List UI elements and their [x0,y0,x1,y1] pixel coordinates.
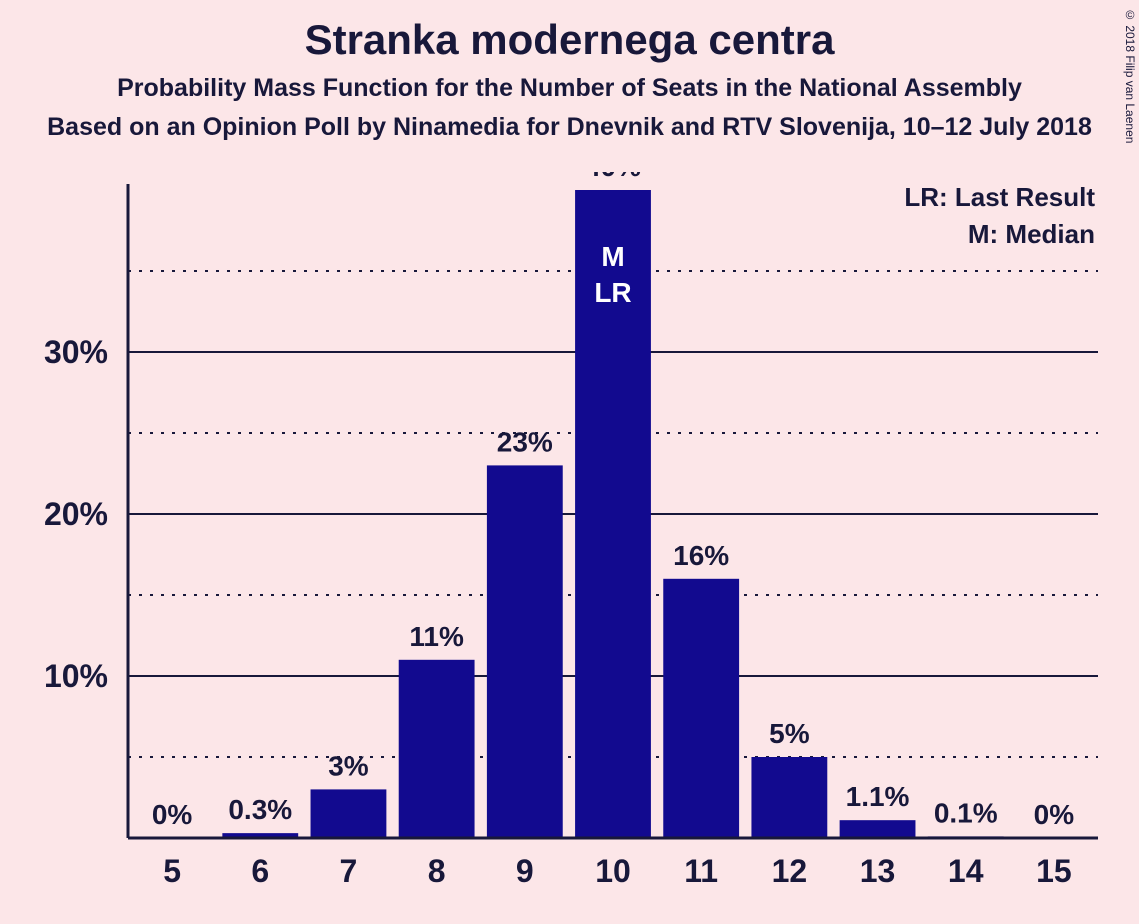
x-tick-label: 13 [860,853,896,889]
bar [663,579,739,838]
bar [399,660,475,838]
x-tick-label: 15 [1036,853,1072,889]
chart-subtitle-2: Based on an Opinion Poll by Ninamedia fo… [0,103,1139,142]
y-tick-label: 30% [44,334,108,370]
bar [311,789,387,838]
y-tick-label: 10% [44,658,108,694]
y-tick-label: 20% [44,496,108,532]
x-tick-label: 9 [516,853,534,889]
bar-value-label: 11% [409,621,464,652]
x-tick-label: 8 [428,853,446,889]
bar-value-label: 0.3% [228,794,292,825]
copyright-text: © 2018 Filip van Laenen [1123,8,1137,143]
x-tick-label: 10 [595,853,631,889]
bar-value-label: 0% [152,799,193,830]
x-tick-label: 14 [948,853,984,889]
x-tick-label: 6 [251,853,269,889]
bar-annotation: M [601,241,624,272]
x-tick-label: 5 [163,853,181,889]
bar-value-label: 16% [673,540,729,571]
bar-value-label: 3% [328,750,369,781]
bar-value-label: 23% [497,426,553,457]
bar-value-label: 5% [769,718,810,749]
bar-value-label: 0% [1034,799,1075,830]
bar [751,757,827,838]
x-tick-label: 12 [772,853,808,889]
bar-chart: 10% 20% 30% 0% 5 0.3% 6 3% 7 11% 8 23% 9 40% 10 M LR 16% 1… [0,172,1139,912]
bar-value-label: 1.1% [846,781,910,812]
chart-title: Stranka modernega centra [0,0,1139,64]
bar-annotation: LR [594,277,631,308]
chart-subtitle-1: Probability Mass Function for the Number… [0,64,1139,103]
x-tick-label: 7 [340,853,358,889]
bar-value-label: 40% [585,172,641,182]
bar-value-label: 0.1% [934,797,998,828]
bar [487,465,563,838]
x-tick-label: 11 [684,853,718,889]
bar [840,820,916,838]
